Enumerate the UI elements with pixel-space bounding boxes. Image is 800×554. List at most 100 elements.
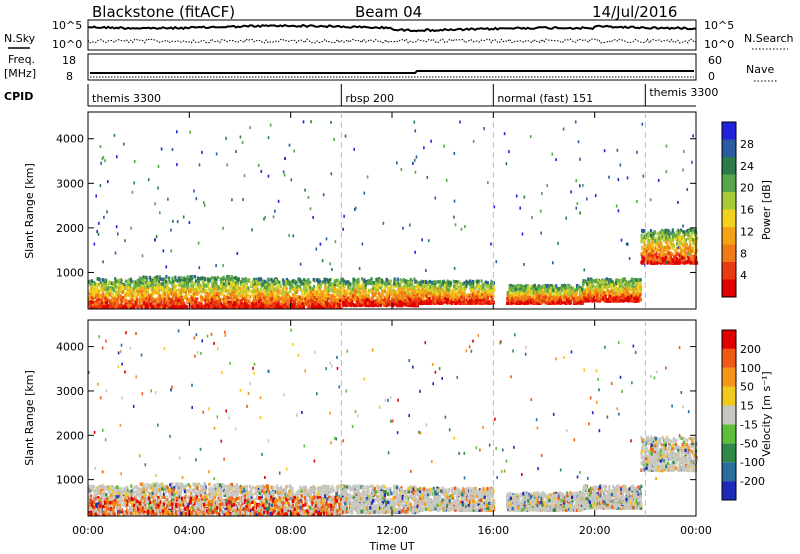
scatter-cell <box>304 282 307 286</box>
scatter-cell <box>197 280 200 285</box>
scatter-cell <box>241 294 244 298</box>
scatter-cell <box>302 282 305 286</box>
scatter-cell <box>155 306 158 310</box>
scatter-cell <box>112 304 115 308</box>
scatter-cell <box>236 279 239 283</box>
scatter-cell <box>358 286 361 290</box>
scatter-cell <box>190 281 193 285</box>
scatter-cell <box>316 290 319 294</box>
scatter-cell <box>327 297 330 301</box>
scatter-cell <box>398 299 401 304</box>
scatter-cell <box>341 303 344 308</box>
scatter-cell <box>147 299 150 304</box>
scatter-cell <box>95 298 98 302</box>
scatter-cell <box>127 305 130 309</box>
scatter-cell <box>234 292 238 296</box>
scatter-cell <box>341 286 344 291</box>
scatter-cell <box>462 293 465 298</box>
scatter-cell <box>135 302 138 307</box>
scatter-cell <box>218 285 221 289</box>
scatter-cell <box>149 278 152 282</box>
scatter-cell <box>143 299 146 303</box>
scatter-cell <box>510 301 513 305</box>
scatter-cell <box>99 283 102 288</box>
nsearch-label: N.Search <box>744 32 794 45</box>
scatter-cell <box>126 284 129 289</box>
scatter-cell <box>140 283 143 288</box>
scatter-cell <box>368 288 371 293</box>
scatter-cell <box>398 291 401 295</box>
scatter-cell <box>423 280 426 284</box>
scatter-cell <box>140 298 143 302</box>
scatter-cell <box>344 289 347 293</box>
scatter-cell <box>201 276 204 280</box>
scatter-cell <box>512 288 515 292</box>
scatter-cell <box>303 278 306 282</box>
scatter-cell <box>484 293 487 297</box>
scatter-cell <box>479 299 482 303</box>
scatter-cell <box>117 287 121 292</box>
scatter-cell <box>443 283 447 288</box>
scatter-cell <box>402 278 405 282</box>
scatter-cell <box>275 288 278 293</box>
scatter-cell <box>259 305 262 309</box>
scatter-cell <box>575 291 578 295</box>
scatter-cell <box>97 277 101 281</box>
scatter-cell <box>160 282 163 286</box>
scatter-cell <box>123 286 126 290</box>
scatter-cell <box>475 279 479 284</box>
scatter-cell <box>521 295 524 299</box>
scatter-cell <box>535 287 538 291</box>
scatter-cell <box>243 288 246 292</box>
scatter-cell <box>111 284 114 288</box>
scatter-cell <box>184 296 187 300</box>
scatter-cell <box>228 302 231 307</box>
scatter-cell <box>312 288 315 292</box>
scatter-cell <box>161 294 164 298</box>
scatter-cell <box>486 284 489 289</box>
scatter-cell <box>577 285 580 290</box>
scatter-cell <box>166 283 169 287</box>
scatter-cell <box>132 305 135 309</box>
scatter-cell <box>295 305 298 310</box>
scatter-cell <box>361 303 364 307</box>
scatter-cell <box>141 298 144 302</box>
scatter-cell <box>284 301 287 305</box>
scatter-cell <box>449 281 452 285</box>
scatter-cell <box>116 301 119 305</box>
scatter-cell <box>332 294 335 298</box>
scatter-cell <box>432 280 435 284</box>
scatter-cell <box>311 293 314 297</box>
scatter-cell <box>407 291 410 295</box>
scatter-cell <box>470 281 473 285</box>
scatter-cell <box>330 297 333 302</box>
scatter-cell <box>397 281 400 285</box>
scatter-cell <box>419 295 422 300</box>
scatter-cell <box>254 299 257 303</box>
scatter-cell <box>111 287 114 291</box>
scatter-cell <box>298 284 302 288</box>
scatter-cell <box>302 301 305 305</box>
scatter-cell <box>511 296 514 301</box>
scatter-cell <box>116 279 119 283</box>
scatter-cell <box>212 288 215 293</box>
scatter-cell <box>236 303 239 308</box>
scatter-cell <box>487 300 490 305</box>
scatter-cell <box>570 294 573 298</box>
scatter-cell <box>338 295 341 300</box>
scatter-cell <box>182 284 185 288</box>
scatter-cell <box>208 291 211 295</box>
scatter-cell <box>399 291 402 295</box>
scatter-cell <box>207 301 211 306</box>
scatter-cell <box>473 296 476 300</box>
scatter-cell <box>294 285 297 290</box>
scatter-cell <box>172 295 175 299</box>
scatter-cell <box>252 289 255 294</box>
scatter-cell <box>329 288 332 292</box>
scatter-cell <box>388 300 392 305</box>
scatter-cell <box>107 299 110 303</box>
scatter-cell <box>151 297 154 302</box>
scatter-cell <box>329 278 332 282</box>
scatter-cell <box>331 289 334 294</box>
scatter-cell <box>525 301 528 305</box>
